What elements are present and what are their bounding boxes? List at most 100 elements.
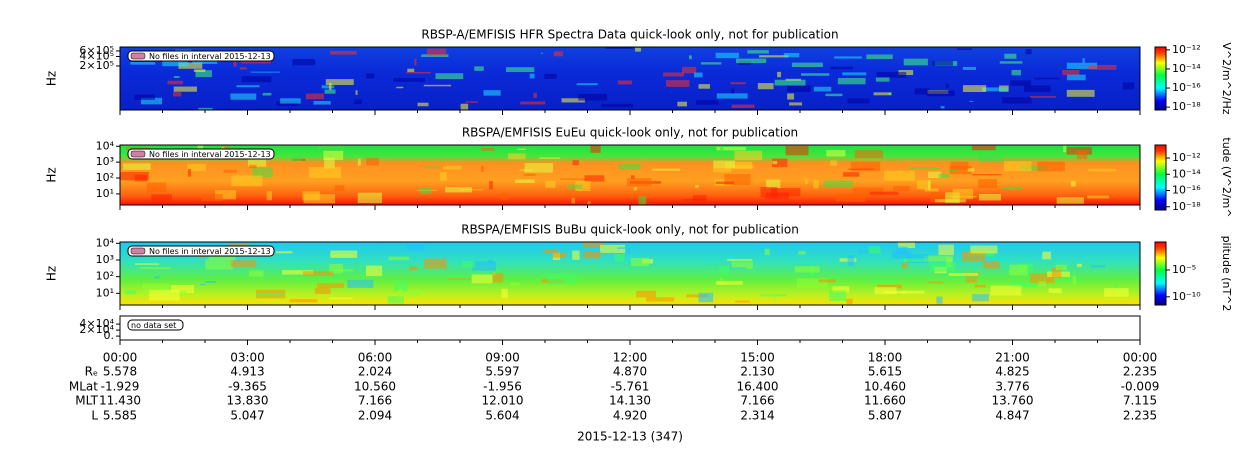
spectrogram-streak <box>716 280 743 285</box>
annotation-box <box>127 245 275 257</box>
spectrogram-streak <box>843 172 860 177</box>
spectrogram-streak <box>610 194 639 197</box>
spectrogram-streak <box>123 163 151 170</box>
spectrogram-streak <box>727 259 753 261</box>
spectrogram-streak <box>712 167 732 173</box>
spectrogram-streak <box>414 58 417 66</box>
spectrogram-streak <box>948 169 959 172</box>
ephemeris-value: 16.400 <box>737 380 779 394</box>
spectrogram-streak <box>465 101 478 103</box>
y-tick-label: 4×10⁴ <box>79 317 114 330</box>
spectrogram-streak <box>1088 64 1117 70</box>
spectrogram-streak <box>950 161 969 170</box>
spectrogram-streak <box>713 160 735 168</box>
spectrogram-streak <box>236 85 260 88</box>
annotation: no data set <box>127 319 184 331</box>
spectrogram-streak <box>540 52 543 54</box>
spectrogram-streak <box>1033 77 1060 80</box>
spectrogram-streak <box>460 103 469 110</box>
spectrogram-streak <box>692 195 707 204</box>
spectrogram-streak <box>970 245 998 254</box>
spectrogram-streak <box>489 180 493 190</box>
spectrogram-streak <box>945 83 949 89</box>
spectrogram-streak <box>250 71 281 73</box>
spectrogram-streak <box>387 296 405 304</box>
spectrogram-streak <box>201 194 223 202</box>
ephemeris-value: 2.235 <box>1123 365 1157 379</box>
spectrogram-streak <box>847 98 870 104</box>
colorbar-tick-label: 10⁻¹⁶ <box>1172 184 1201 197</box>
annotation: No files in interval 2015-12-13 <box>127 148 275 160</box>
spectrogram-streak <box>935 199 966 203</box>
spectrogram-streak <box>967 168 975 172</box>
spectrogram-streak <box>366 73 375 79</box>
spectrogram-streak <box>519 169 534 171</box>
spectrogram-streak <box>875 77 890 82</box>
ephemeris-value: 7.115 <box>1123 394 1157 408</box>
spectrogram-streak <box>139 267 171 270</box>
spectrogram-streak <box>643 151 649 154</box>
ephemeris-value: 5.807 <box>868 409 902 423</box>
annotation: No files in interval 2015-12-13 <box>127 50 275 62</box>
spectrogram-streak <box>426 48 447 56</box>
spectrogram-streak <box>884 170 915 181</box>
spectrogram-streak <box>334 269 354 272</box>
spectrogram-streak <box>614 253 625 262</box>
ephemeris-value: 12.010 <box>482 394 524 408</box>
spectrogram-streak <box>938 173 950 179</box>
spectrogram-streak <box>547 273 577 285</box>
spectrogram-streak <box>365 265 383 277</box>
colorbar-tick-label: 10⁻¹⁴ <box>1172 62 1201 75</box>
colorbar-label: tude (V^2/m^ <box>1220 137 1233 217</box>
spectrogram-streak <box>772 160 778 165</box>
spectrogram-streak <box>1087 195 1109 199</box>
spectrogram-streak <box>134 94 156 100</box>
spectrogram-streak <box>600 244 626 253</box>
spectrogram-streak <box>324 89 336 94</box>
spectrogram-streak <box>146 182 167 193</box>
colorbar-tick-label: 10⁻¹² <box>1172 43 1201 56</box>
spectrogram-streak <box>698 292 714 303</box>
spectrogram-streak <box>686 294 709 298</box>
ephemeris-value: 2.314 <box>740 409 774 423</box>
spectrogram-streak <box>576 83 598 86</box>
spectrogram-streak <box>617 247 626 249</box>
spectrogram-streak <box>766 179 781 189</box>
spectrogram-streak <box>1066 74 1086 81</box>
spectrogram-streak <box>835 194 866 202</box>
y-axis-label: Hz <box>45 167 59 182</box>
ephemeris-value: 10.560 <box>354 380 396 394</box>
ephemeris-label: L <box>91 409 98 423</box>
spectrogram-streak <box>601 103 634 108</box>
spectrogram-streak <box>334 185 345 192</box>
colorbar-tick-label: 10⁻¹² <box>1172 151 1201 164</box>
annotation-icon <box>130 52 146 60</box>
spectrogram-streak <box>517 148 526 151</box>
spectrogram-streak <box>962 251 986 262</box>
spectrogram-streak <box>417 102 429 107</box>
x-tick-label: 21:00 <box>995 351 1030 365</box>
spectrogram-streak <box>735 58 767 64</box>
spectrogram-streak <box>328 297 353 300</box>
spectrogram-streak <box>893 185 910 192</box>
spectrogram-streak <box>952 188 974 200</box>
spectrogram-streak <box>801 73 830 76</box>
spectrogram-streak <box>948 273 979 276</box>
spectrogram-streak <box>847 168 875 170</box>
y-tick-label: 10⁴ <box>96 139 115 152</box>
panel-title: RBSPA/EMFISIS BuBu quick-look only, not … <box>461 223 799 237</box>
colorbar-tick-label: 10⁻¹⁸ <box>1172 100 1201 113</box>
ephemeris-value: 5.578 <box>103 365 137 379</box>
ephemeris-value: -1.956 <box>483 380 522 394</box>
ephemeris-value: 5.047 <box>230 409 264 423</box>
y-tick-label: 2×10⁴ <box>79 323 114 336</box>
spectrogram-streak <box>866 54 893 60</box>
x-tick-label: 00:00 <box>1123 351 1158 365</box>
ephemeris-value: 4.847 <box>995 409 1029 423</box>
spectrogram-streak <box>435 73 464 80</box>
spectrogram-streak <box>590 145 601 153</box>
spectrogram-streak <box>969 100 974 102</box>
annotation-box <box>127 319 184 331</box>
spectrogram-streak <box>924 188 939 192</box>
spectrogram-streak <box>347 279 374 288</box>
